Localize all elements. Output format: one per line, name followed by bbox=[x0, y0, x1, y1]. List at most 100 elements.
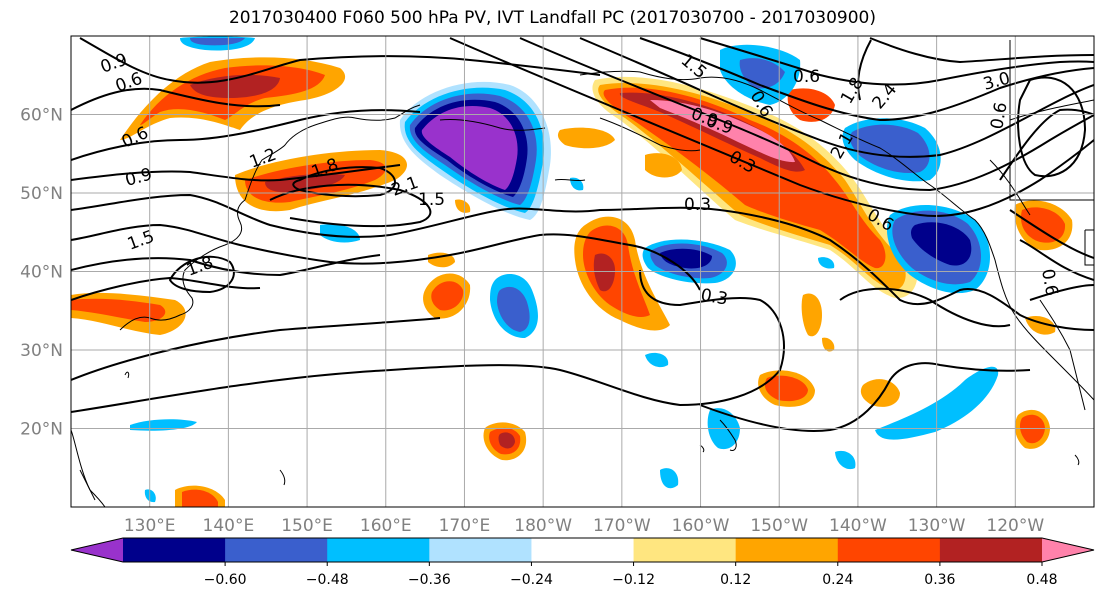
coastline bbox=[354, 104, 421, 121]
colorbar-segment bbox=[225, 538, 328, 562]
negative-anomaly bbox=[660, 248, 712, 269]
longitude-tick-label: 130°W bbox=[908, 516, 966, 536]
negative-anomaly bbox=[497, 286, 530, 332]
positive-anomaly bbox=[557, 127, 615, 149]
positive-anomaly bbox=[593, 253, 615, 292]
coastline bbox=[554, 178, 586, 182]
coastline bbox=[124, 371, 130, 379]
contour-label: 0.3 bbox=[699, 285, 729, 309]
graticule bbox=[71, 36, 1094, 507]
colorbar-extend-high bbox=[1042, 538, 1094, 562]
positive-anomaly bbox=[455, 199, 471, 213]
negative-anomaly bbox=[818, 257, 835, 269]
colorbar-segment bbox=[327, 538, 430, 562]
coastline bbox=[279, 469, 286, 486]
colorbar-extend-low bbox=[71, 538, 123, 562]
coastline bbox=[79, 469, 96, 501]
colorbar-tick-label: 0.24 bbox=[822, 572, 853, 588]
contour-line bbox=[579, 37, 1094, 158]
colorbar-segment bbox=[429, 538, 532, 562]
longitude-tick-label: 170°E bbox=[439, 516, 491, 536]
pv-contours bbox=[71, 37, 1094, 432]
negative-anomaly bbox=[850, 124, 930, 174]
contour-label: 1.5 bbox=[418, 190, 445, 210]
coastline bbox=[599, 117, 701, 152]
positive-anomaly bbox=[431, 281, 464, 311]
contour-line bbox=[71, 164, 401, 182]
map-title: 2017030400 F060 500 hPa PV, IVT Landfall… bbox=[228, 8, 876, 28]
negative-anomaly bbox=[660, 468, 679, 489]
negative-anomaly bbox=[645, 352, 669, 368]
colorbar-segment bbox=[123, 538, 226, 562]
contour-label: 0.6 bbox=[987, 101, 1011, 131]
positive-anomaly bbox=[860, 379, 900, 407]
colorbar-outline bbox=[70, 537, 1095, 563]
negative-anomaly bbox=[190, 38, 245, 46]
coastline bbox=[71, 429, 106, 507]
negative-anomaly bbox=[570, 177, 584, 191]
longitude-labels: 130°E 140°E 150°E 160°E 170°E 180°W 170°W 160°W… bbox=[124, 516, 1045, 536]
negative-anomaly bbox=[320, 224, 360, 243]
coastline bbox=[244, 116, 356, 201]
colorbar-tick-label: −0.12 bbox=[612, 572, 655, 588]
negative-anomaly bbox=[911, 222, 972, 266]
longitude-tick-label: 120°W bbox=[986, 516, 1044, 536]
colorbar-tick-label: −0.48 bbox=[306, 572, 349, 588]
contour-line bbox=[869, 37, 1094, 64]
coastline bbox=[579, 70, 1094, 401]
colorbar-segment bbox=[939, 538, 1043, 562]
colorbar-tick-label: 0.12 bbox=[720, 572, 751, 588]
coastline bbox=[119, 199, 246, 331]
colorbar-tick-label: −0.24 bbox=[510, 572, 553, 588]
positive-anomaly bbox=[645, 153, 682, 178]
contour-line bbox=[1019, 239, 1094, 281]
contour-line bbox=[71, 317, 441, 381]
positive-anomaly bbox=[619, 92, 805, 172]
positive-anomaly bbox=[650, 100, 795, 163]
contour-line bbox=[1017, 76, 1087, 178]
map-frame bbox=[70, 35, 1095, 508]
latitude-tick-label: 30°N bbox=[20, 341, 63, 361]
colorbar-tick-label: −0.60 bbox=[204, 572, 247, 588]
contour-line bbox=[1029, 284, 1094, 301]
positive-anomaly bbox=[265, 173, 345, 193]
positive-anomaly bbox=[1019, 414, 1045, 444]
latitude-tick-label: 50°N bbox=[20, 184, 63, 204]
contour-line bbox=[449, 37, 1094, 217]
contour-label: 1.5 bbox=[677, 51, 711, 84]
latitude-tick-label: 40°N bbox=[20, 263, 63, 283]
longitude-tick-label: 140°W bbox=[829, 516, 887, 536]
coastline bbox=[1039, 299, 1086, 411]
negative-anomaly bbox=[421, 106, 518, 190]
contour-line bbox=[857, 39, 872, 101]
colorbar-tick-label: 0.48 bbox=[1026, 572, 1057, 588]
contour-line bbox=[519, 37, 1094, 192]
coastline bbox=[1009, 40, 1094, 201]
longitude-tick-label: 180°W bbox=[514, 516, 572, 536]
contour-line bbox=[71, 269, 785, 413]
positive-anomaly bbox=[498, 432, 515, 449]
colorbar-segment bbox=[837, 538, 941, 562]
contour-line bbox=[699, 37, 1094, 86]
contour-line bbox=[71, 223, 701, 291]
coastline bbox=[989, 159, 1031, 216]
coastline bbox=[719, 419, 737, 451]
longitude-tick-label: 150°W bbox=[750, 516, 808, 536]
coastline bbox=[1009, 99, 1094, 121]
contour-line bbox=[269, 183, 432, 228]
longitude-tick-label: 160°W bbox=[672, 516, 730, 536]
coastline bbox=[1074, 454, 1080, 466]
latitude-labels: 20°N 30°N 40°N 50°N 60°N bbox=[20, 106, 63, 440]
contour-line bbox=[699, 362, 1031, 432]
longitude-tick-label: 170°W bbox=[593, 516, 651, 536]
contour-label: 1.5 bbox=[125, 227, 157, 255]
contour-line bbox=[71, 87, 281, 111]
coastline bbox=[439, 119, 546, 131]
colorbar: −0.60 −0.48 −0.36 −0.24 −0.12 0.12 0.24 0.36 0.4… bbox=[70, 537, 1095, 588]
negative-anomaly bbox=[835, 450, 856, 470]
contour-label: 0.6 bbox=[793, 67, 820, 87]
latitude-tick-label: 60°N bbox=[20, 106, 63, 126]
latitude-tick-label: 20°N bbox=[20, 420, 63, 440]
colorbar-tick-label: 0.36 bbox=[924, 572, 955, 588]
positive-anomaly bbox=[787, 88, 835, 122]
